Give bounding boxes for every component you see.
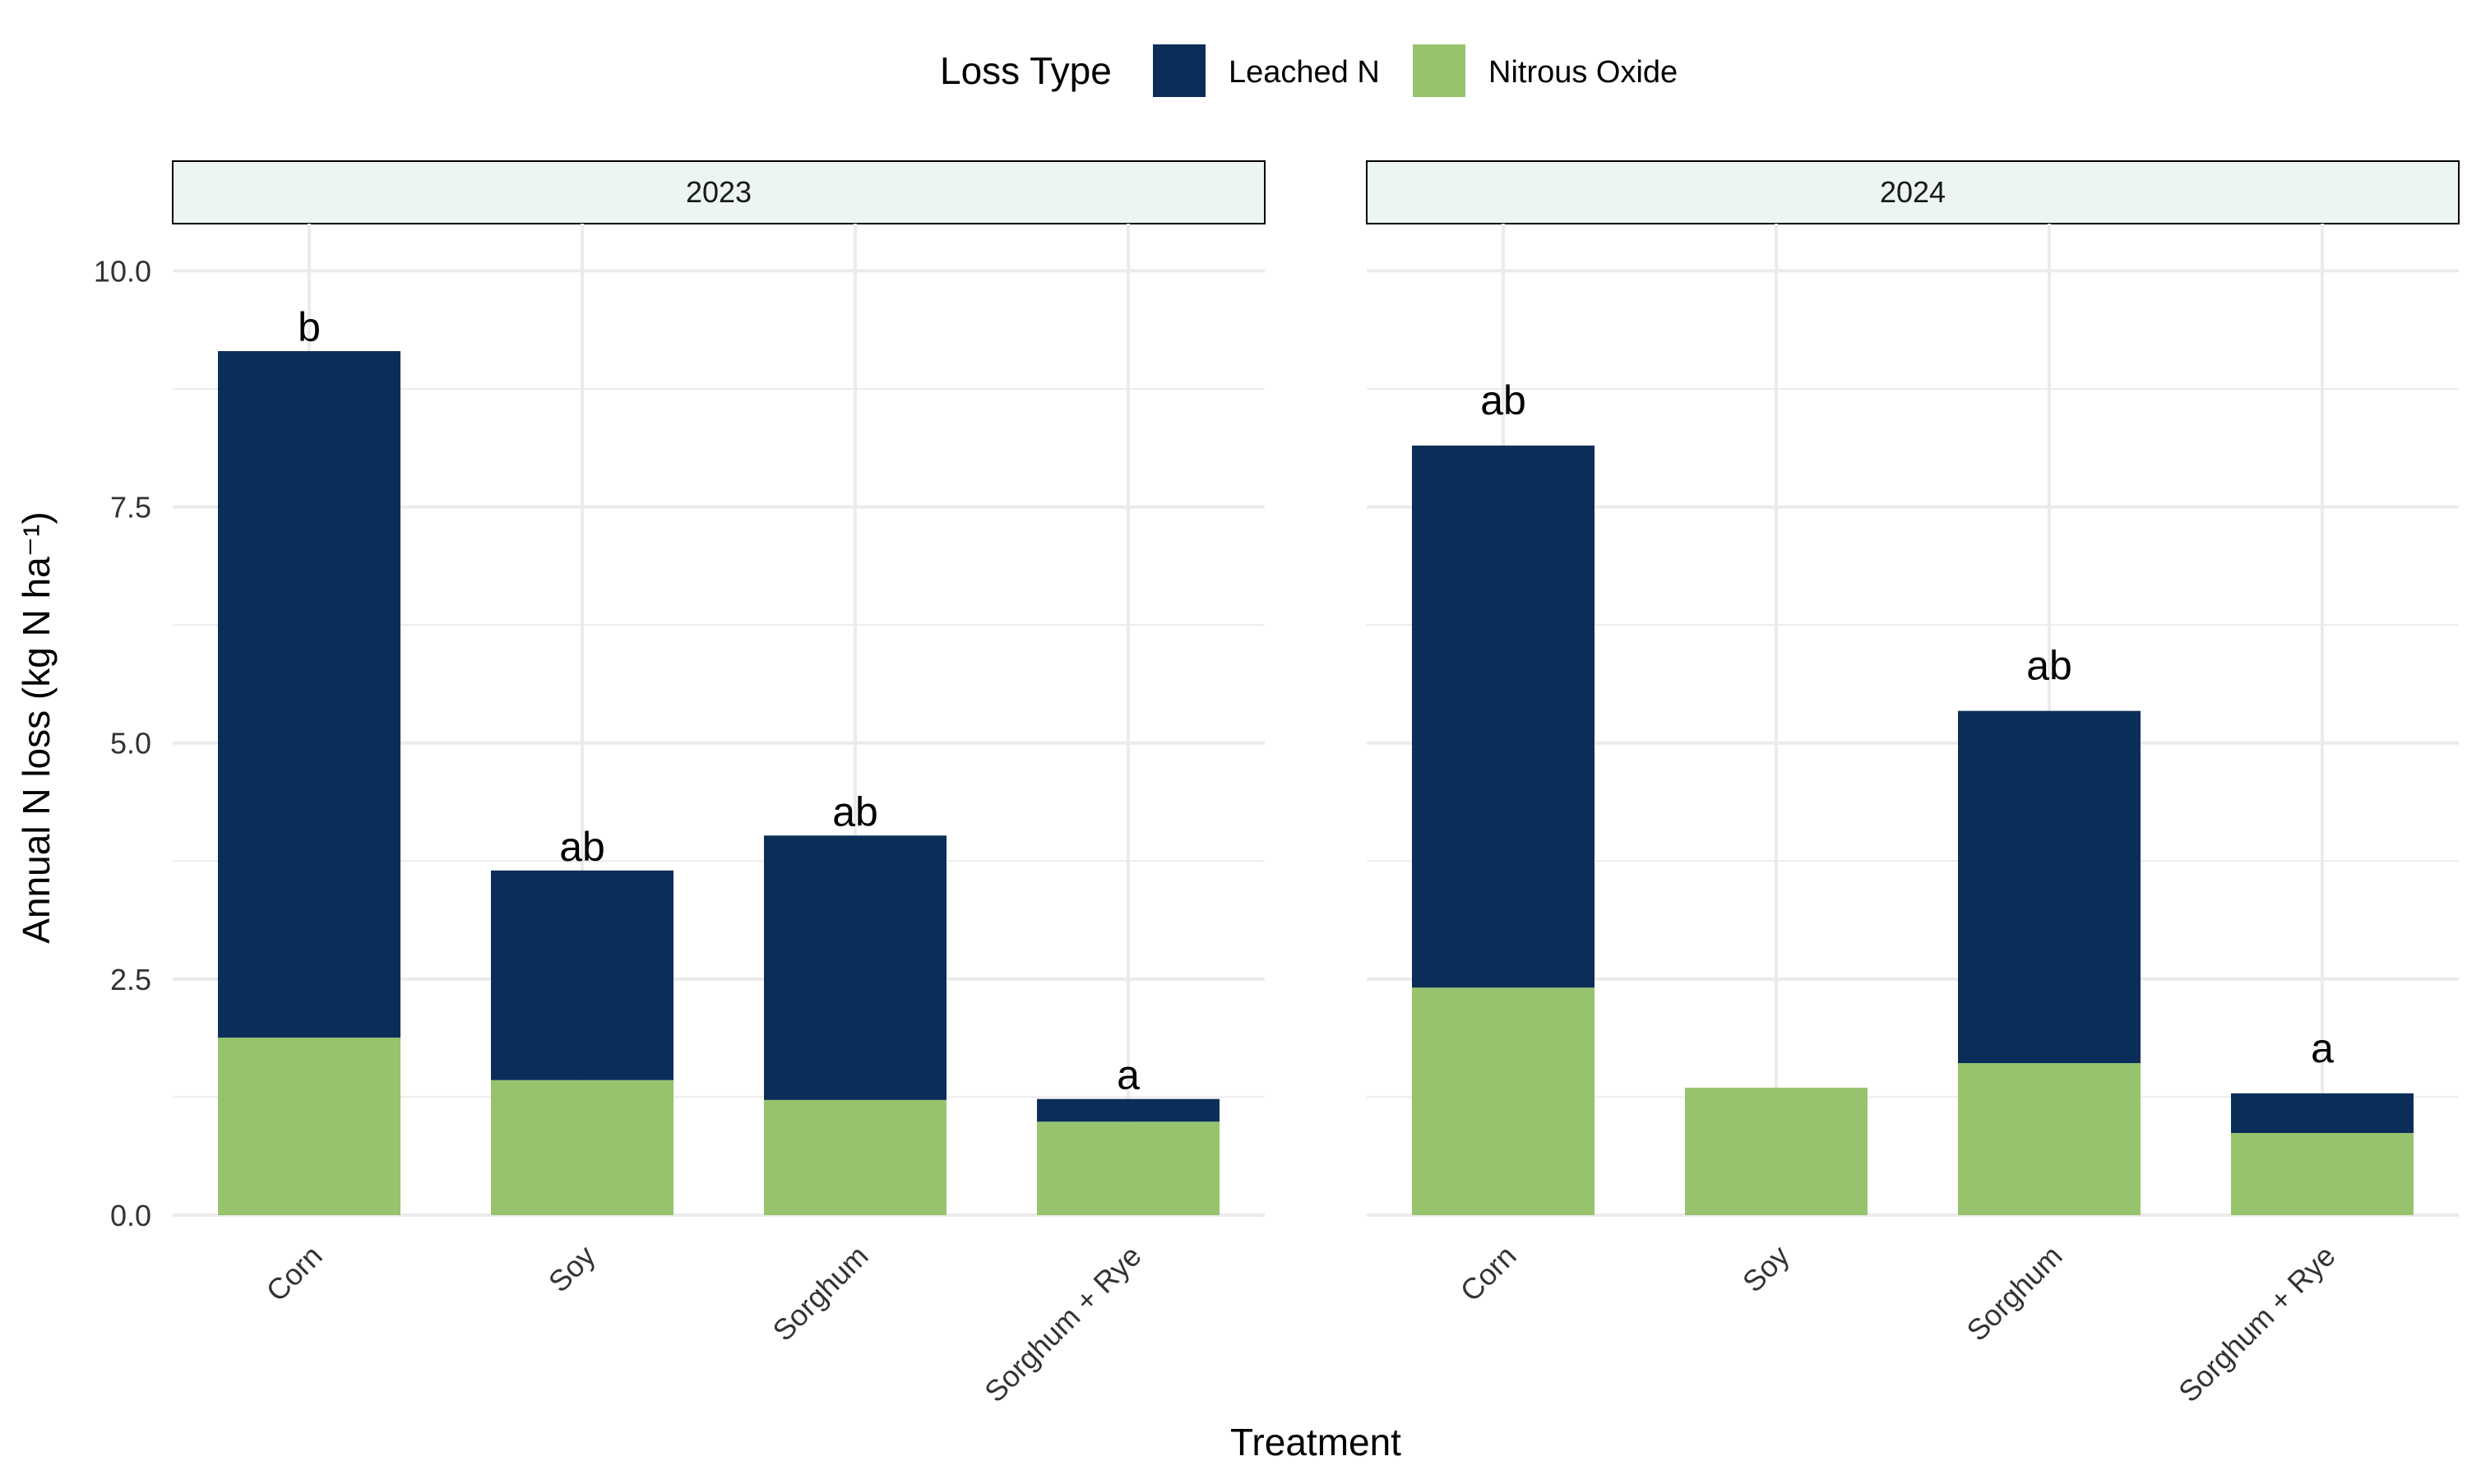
y-tick-label: 10.0 [94,254,151,288]
bar-leached-n [1412,445,1595,988]
panel-2023: 2023 b Corn ab Soy ab Sorghum a Sorghum + Rye [172,160,1266,1409]
y-tick-label: 5.0 [110,727,151,760]
facet-strip-label: 2024 [1880,175,1946,209]
bar-leached-n [1958,710,2141,1064]
x-tick-label: Sorghum + Rye [978,1239,1148,1409]
x-tick-label: Sorghum [766,1239,874,1348]
legend-swatch [1153,44,1206,97]
x-tick-label: Soy [1736,1239,1796,1299]
bar-nitrous-oxide [764,1099,947,1215]
x-tick-label: Corn [1453,1239,1522,1308]
bar-leached-n [764,835,947,1100]
bar-nitrous-oxide [218,1038,400,1215]
significance-letter: b [298,304,321,350]
y-tick-label: 0.0 [110,1199,151,1232]
significance-letter: ab [559,824,605,870]
panel-2024: 2024 ab Corn Soy ab Sorghum a Sorghum + Rye [1366,160,2460,1409]
bar-leached-n [2231,1093,2414,1134]
x-tick-label: Soy [542,1239,602,1299]
legend-label: Leached N [1229,55,1380,90]
y-tick-label: 2.5 [110,963,151,996]
facet-strip-label: 2023 [686,175,752,209]
legend-swatch [1413,44,1465,97]
facet-strip [172,160,1266,224]
facet-strip [1366,160,2460,224]
bar-nitrous-oxide [1958,1063,2141,1215]
significance-letter: a [2311,1025,2334,1071]
legend-label: Nitrous Oxide [1488,55,1678,90]
bar-nitrous-oxide [1685,1087,1868,1215]
y-tick-label: 7.5 [110,491,151,525]
significance-letter: a [1117,1052,1140,1098]
bar-leached-n [1037,1098,1220,1122]
bar-nitrous-oxide [1037,1121,1220,1215]
bar-nitrous-oxide [1412,987,1595,1215]
significance-letter: ab [1480,377,1526,423]
bar-nitrous-oxide [2231,1133,2414,1215]
bar-leached-n [218,351,400,1038]
x-tick-label: Sorghum [1960,1239,2068,1348]
x-tick-label: Corn [259,1239,328,1308]
bar-nitrous-oxide [491,1079,673,1215]
significance-letter: ab [2026,643,2072,689]
legend-title: Loss Type [940,49,1112,92]
bar-leached-n [491,870,673,1080]
y-axis-label: Annual N loss (kg N ha⁻¹) [15,511,58,943]
x-axis-label: Treatment [1230,1421,1401,1463]
significance-letter: ab [832,788,878,834]
x-tick-label: Sorghum + Rye [2172,1239,2342,1409]
y-axis: 0.0 2.5 5.0 7.5 10.0 [94,254,151,1232]
legend: Loss Type Leached N Nitrous Oxide [940,44,1678,97]
